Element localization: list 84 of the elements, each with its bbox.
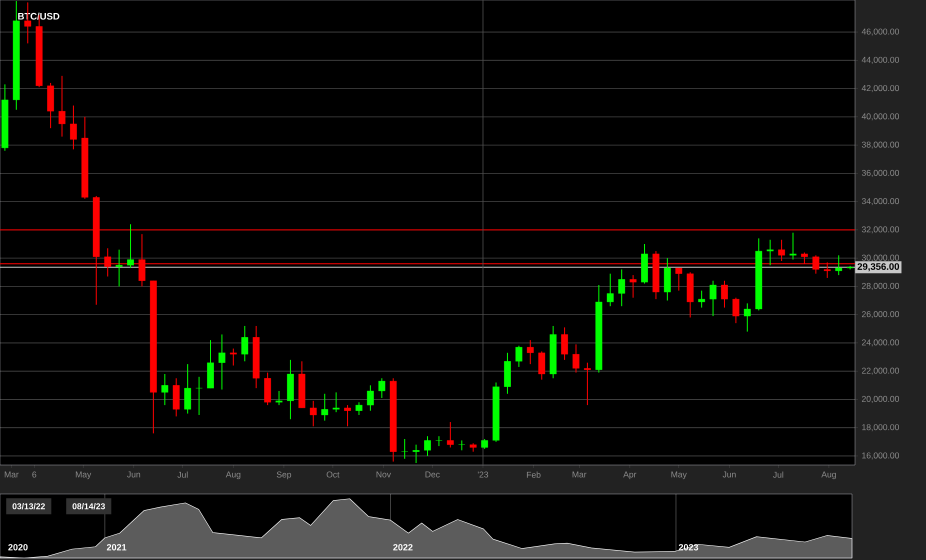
candlestick [458,440,466,451]
candlestick [572,344,580,374]
candlestick [127,224,134,269]
x-tick-label: Jul [773,472,784,478]
x-tick-label: Jun [722,472,736,478]
candlestick [184,364,192,414]
y-tick-label: 44,000.00 [862,56,900,64]
candlestick [356,402,362,416]
x-tick-label: 6 [32,472,36,478]
x-tick-label: 2021 [106,544,126,550]
x-tick-label: May [76,472,92,480]
y-tick-label: 38,000.00 [862,142,900,149]
candlestick [835,254,842,276]
candlestick [378,378,386,399]
y-tick-label: 26,000.00 [862,311,900,318]
candlestick [332,392,340,413]
candlestick [790,232,796,260]
candlestick [321,393,328,422]
candlestick [778,239,785,262]
candlestick [276,390,282,406]
x-tick-label: Mar [572,472,586,478]
annotation: 03/13/22 [12,503,45,510]
candlestick [481,438,488,450]
x-tick-label: Mar [4,472,19,478]
y-tick-label: 28,000.00 [862,282,900,290]
candlestick [526,340,534,365]
x-tick-label: '23 [478,472,488,478]
y-tick-label: 30,000.00 [862,254,900,262]
candlestick [606,273,614,307]
candlestick [366,384,374,412]
candlestick [721,280,728,308]
candlestick [561,326,568,360]
x-tick-label: Aug [226,472,240,480]
candlestick [196,376,202,416]
x-tick-label: Nov [376,472,391,478]
y-tick-label: 22,000.00 [862,368,900,375]
candlestick [538,350,546,380]
candlestick [424,436,431,456]
y-tick-label: 32,000.00 [862,226,900,234]
candlestick [630,274,637,298]
candlestick [618,268,626,307]
candlestick [344,404,351,427]
candlestick [732,297,740,324]
x-tick-label: 2020 [8,544,28,550]
annotation: 08/14/23 [72,503,105,510]
y-tick-label: 20,000.00 [862,396,900,403]
ref-line-label: 29,356.00 [858,263,900,272]
candlestick [698,290,706,308]
y-tick-label: 46,000.00 [862,28,900,36]
x-tick-label: Oct [326,472,340,478]
candlestick [401,438,408,460]
candlestick [515,345,522,368]
y-tick-label: 34,000.00 [862,198,900,206]
x-tick-label: Sep [276,472,292,480]
candlestick [218,334,226,390]
y-tick-label: 16,000.00 [862,452,900,460]
candlestick [675,268,682,292]
x-tick-label: Feb [526,472,541,478]
y-tick-label: 42,000.00 [862,85,900,92]
candlestick [744,302,751,332]
candlestick [241,325,248,362]
candlestick [58,75,66,138]
candlestick [446,422,454,448]
x-tick-label: Apr [623,472,636,480]
candlestick [310,400,317,427]
y-tick-label: 36,000.00 [862,170,900,177]
x-tick-label: Dec [426,472,440,478]
candlestick [710,280,716,317]
candlestick [412,444,420,464]
candlestick [436,436,442,447]
candlestick [116,249,123,287]
candlestick [766,239,774,266]
y-tick-label: 24,000.00 [862,339,900,346]
x-tick-label: May [671,472,687,480]
x-tick-label: 2022 [393,544,413,550]
candlestick [70,105,77,150]
y-tick-label: 40,000.00 [862,113,900,120]
candlestick [584,362,591,406]
x-tick-label: Jul [177,472,188,478]
x-tick-label: Jun [127,472,140,478]
x-tick-label: Aug [821,472,836,480]
candlestick [230,348,237,366]
candlestick [161,374,168,406]
y-tick-label: 18,000.00 [862,424,900,432]
